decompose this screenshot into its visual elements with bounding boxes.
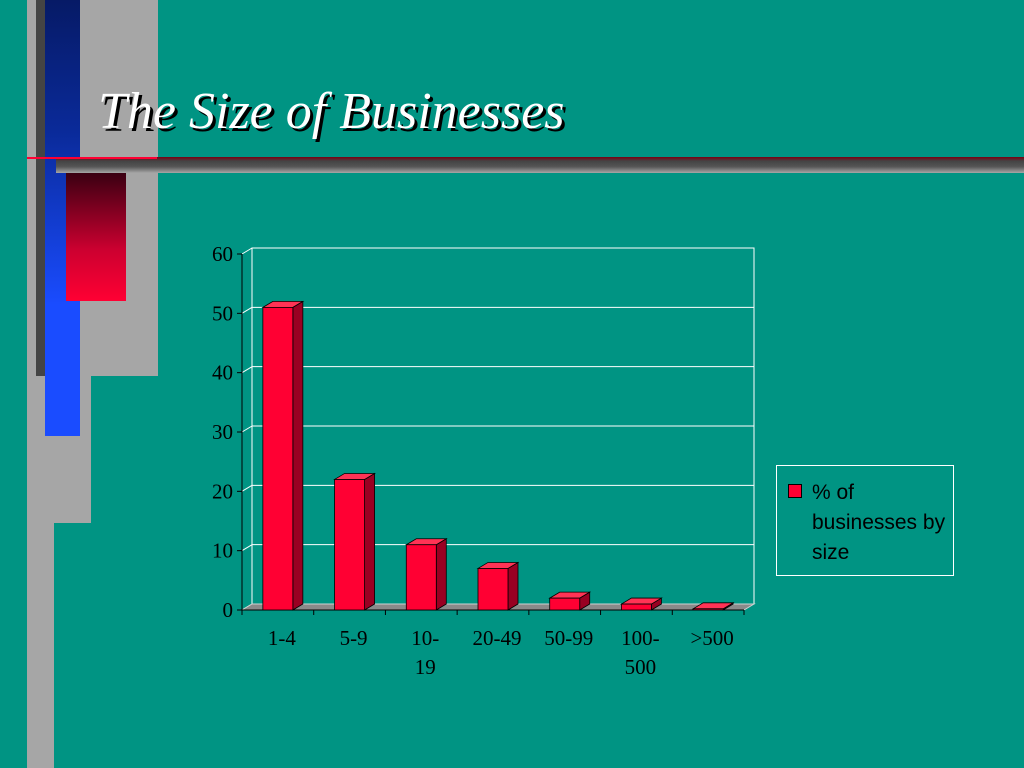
wall-gridline [241, 306, 253, 314]
wall-gridline [241, 366, 253, 374]
x-tick-label: 19 [415, 655, 436, 679]
bar-50-99 [549, 597, 581, 611]
title-underline [56, 157, 1024, 173]
x-tick-label: 10- [411, 626, 439, 650]
y-tick-label: 60 [212, 242, 233, 266]
legend-label: % of businesses by size [812, 481, 946, 564]
decor-red-block [66, 173, 126, 301]
x-tick-label: >500 [690, 626, 733, 650]
bar-100-500 [621, 603, 652, 611]
bar-20-49 [477, 568, 509, 611]
x-tick-label: 20-49 [473, 626, 522, 650]
chart-gridlines [241, 247, 755, 611]
bar-side [507, 561, 519, 611]
wall-gridline [241, 484, 253, 492]
wall-gridline [241, 247, 253, 255]
x-tick-label: 100- [621, 626, 660, 650]
bar->500 [692, 608, 724, 611]
chart-tick-labels: 0 10 20 30 40 50 60 1-4 5-9 10- 19 20-49 50-99 100- 50… [212, 242, 734, 679]
x-tick-label: 500 [625, 655, 657, 679]
title-red-line [27, 157, 157, 159]
wall-gridline [241, 544, 253, 552]
chart-legend: % of businesses by size [776, 465, 954, 576]
chart-axes [237, 253, 745, 615]
x-tick-label: 5-9 [340, 626, 368, 650]
x-tick-label: 50-99 [544, 626, 593, 650]
bar-5-9 [334, 479, 365, 611]
bar-side [364, 472, 375, 611]
y-tick-label: 0 [223, 598, 234, 622]
chart-bars [261, 300, 735, 611]
bar-side [435, 538, 447, 611]
legend-swatch [788, 484, 802, 498]
slide-title: The Size of Businesses [98, 83, 565, 140]
y-tick-label: 40 [212, 361, 233, 385]
bar-side [292, 300, 304, 611]
wall-gridline [241, 425, 253, 433]
y-tick-label: 50 [212, 301, 233, 325]
bar-10-19 [405, 544, 437, 611]
y-tick-label: 20 [212, 479, 233, 503]
x-tick-label: 1-4 [268, 626, 296, 650]
bar-1-4 [262, 306, 294, 611]
y-tick-label: 30 [212, 420, 233, 444]
y-tick-label: 10 [212, 539, 233, 563]
